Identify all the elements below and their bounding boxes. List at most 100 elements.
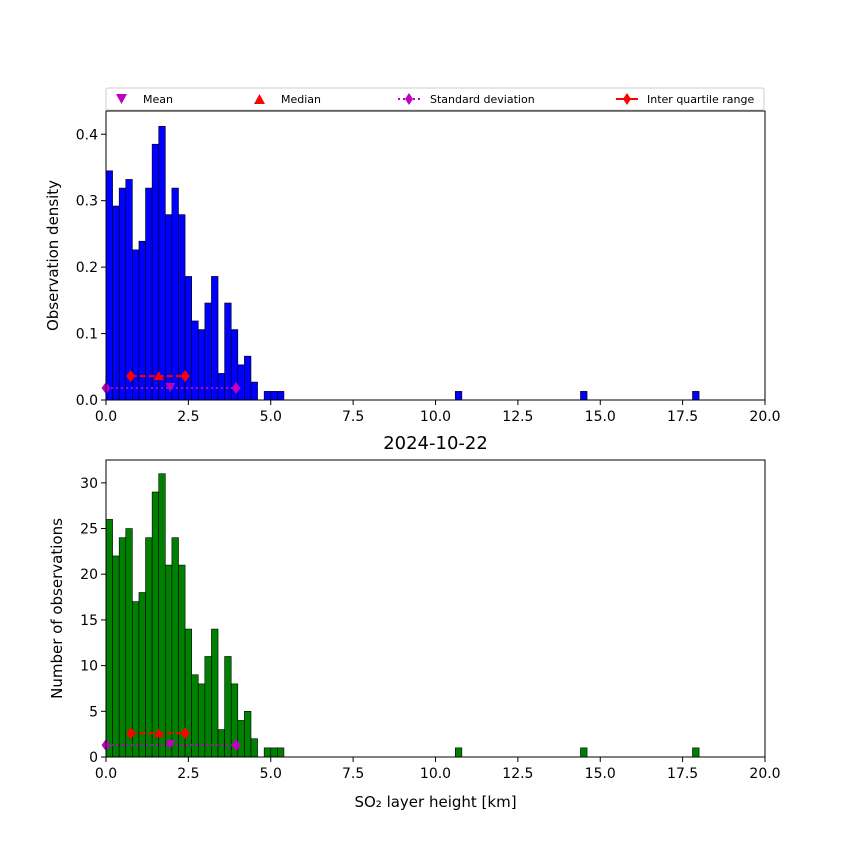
legend-label-mean: Mean [143, 93, 173, 106]
mean-marker-icon [116, 94, 127, 104]
count-y-ticks: 0 5 10 15 20 25 30 [80, 476, 106, 766]
density-bar [270, 391, 278, 401]
x-tick-label: 10.0 [420, 409, 451, 425]
x-tick-label: 10.0 [420, 766, 451, 782]
density-bar [277, 391, 285, 401]
count-bar [224, 656, 232, 758]
y-tick-label: 30 [80, 476, 98, 492]
density-bar [125, 179, 133, 401]
legend-item-standard-deviation: Standard deviation [398, 93, 535, 106]
density-bar [224, 302, 232, 401]
count-bar [178, 564, 186, 758]
x-tick-label: 12.5 [502, 766, 533, 782]
x-tick-label: 7.5 [342, 409, 364, 425]
count-bar [145, 537, 153, 758]
density-bar [112, 205, 120, 401]
std-high-marker [231, 382, 241, 395]
x-tick-label: 20.0 [749, 409, 780, 425]
mean-marker [165, 383, 176, 393]
x-tick-label: 17.5 [667, 766, 698, 782]
density-histogram-panel: 0.0 2.5 5.0 7.5 10.0 12.5 15.0 17.5 20.0 0.0 0.1 0… [44, 87, 781, 425]
count-bar [151, 491, 160, 758]
count-bar [277, 747, 285, 758]
legend: Mean Median Standard deviation Inter qua… [105, 87, 765, 111]
density-bar [197, 329, 206, 401]
count-histogram-panel: 2024-10-22 0.0 2.5 5.0 7.5 10.0 12.5 15.0 17.5 2… [48, 433, 781, 811]
y-tick-label: 15 [80, 613, 98, 629]
legend-label-median: Median [281, 93, 321, 106]
x-tick-label: 20.0 [749, 766, 780, 782]
count-x-ticks: 0.0 2.5 5.0 7.5 10.0 12.5 15.0 17.5 20.0 [95, 757, 781, 782]
count-bar [692, 747, 700, 758]
density-bar [211, 276, 219, 401]
x-tick-label: 5.0 [260, 766, 282, 782]
density-bar [165, 214, 173, 401]
y-tick-label: 0.3 [76, 194, 98, 210]
count-bar [171, 537, 179, 758]
count-bar [211, 628, 219, 758]
legend-item-mean: Mean [116, 93, 173, 106]
density-bar [171, 187, 179, 401]
count-bar [217, 729, 225, 758]
legend-label-iqr: Inter quartile range [647, 93, 754, 106]
x-tick-label: 0.0 [95, 766, 117, 782]
y-tick-label: 5 [89, 704, 98, 720]
density-bar [158, 125, 166, 401]
y-tick-label: 0.1 [76, 327, 98, 343]
count-bar [580, 747, 588, 758]
density-bar [217, 373, 225, 401]
count-bars [105, 473, 700, 758]
x-tick-label: 7.5 [342, 766, 364, 782]
density-bar [244, 355, 252, 401]
density-bar [151, 143, 160, 401]
density-bar [118, 187, 127, 401]
density-bar [250, 381, 258, 401]
count-bar [105, 519, 113, 758]
y-tick-label: 0 [89, 750, 98, 766]
count-bar [125, 528, 133, 758]
x-tick-label: 17.5 [667, 409, 698, 425]
mean-marker [165, 740, 176, 750]
count-bar [158, 473, 166, 758]
x-tick-label: 15.0 [585, 766, 616, 782]
density-bar [580, 391, 588, 401]
iqr-high-marker [180, 727, 190, 740]
x-tick-label: 2.5 [177, 409, 199, 425]
x-tick-label: 12.5 [502, 409, 533, 425]
median-marker-icon [254, 94, 265, 104]
x-tick-label: 5.0 [260, 409, 282, 425]
std-high-marker [231, 739, 241, 752]
count-bar [250, 738, 258, 758]
y-tick-label: 0.2 [76, 260, 98, 276]
y-tick-label: 0.4 [76, 127, 98, 143]
density-bar [263, 391, 272, 401]
density-x-ticks: 0.0 2.5 5.0 7.5 10.0 12.5 15.0 17.5 20.0 [95, 400, 781, 425]
count-y-axis-label: Number of observations [48, 518, 66, 699]
density-bar [692, 391, 700, 401]
density-y-axis-label: Observation density [44, 180, 62, 331]
count-bar [263, 747, 272, 758]
std-diamond-icon [405, 93, 413, 105]
density-y-ticks: 0.0 0.1 0.2 0.3 0.4 [76, 127, 106, 409]
density-bar [105, 170, 113, 401]
count-bar [244, 711, 252, 758]
y-tick-label: 25 [80, 522, 98, 538]
count-bar [118, 537, 127, 758]
iqr-low-marker [126, 727, 136, 740]
y-tick-label: 10 [80, 659, 98, 675]
iqr-diamond-icon [623, 93, 631, 105]
y-tick-label: 20 [80, 567, 98, 583]
legend-label-standard-deviation: Standard deviation [430, 93, 535, 106]
count-bar [454, 747, 463, 758]
count-bar [165, 564, 173, 758]
density-bar [204, 302, 212, 401]
x-tick-label: 0.0 [95, 409, 117, 425]
legend-item-iqr: Inter quartile range [616, 93, 754, 106]
x-tick-label: 15.0 [585, 409, 616, 425]
iqr-high-marker [180, 370, 190, 383]
legend-frame [105, 87, 765, 111]
count-x-axis-label: SO₂ layer height [km] [354, 793, 516, 811]
density-bar [184, 276, 192, 401]
count-bar [270, 747, 278, 758]
